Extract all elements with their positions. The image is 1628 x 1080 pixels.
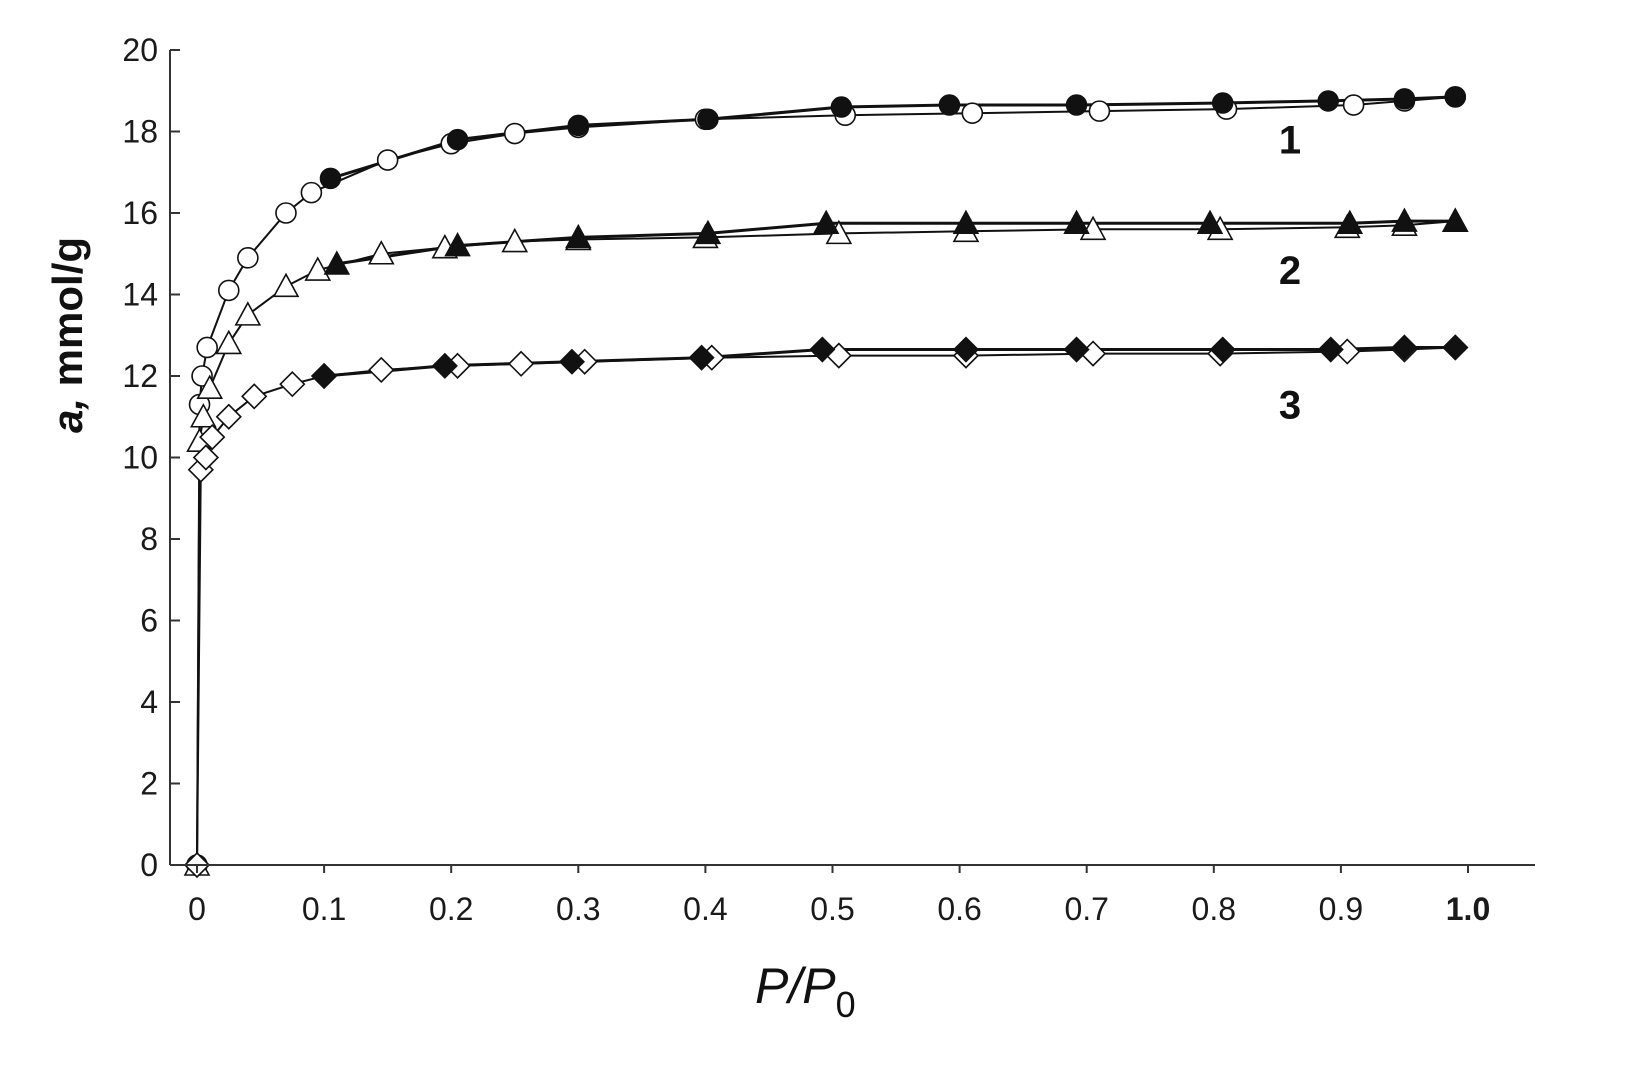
curve-2-desorption-triangle-marker [323, 250, 351, 275]
x-tick-label: 0.8 [1192, 891, 1236, 927]
y-tick-label: 2 [140, 766, 158, 802]
y-tick-label: 8 [140, 521, 158, 557]
curve-2-adsorption-triangle-marker [196, 374, 224, 400]
curve-1-desorption-circle-marker [1317, 90, 1339, 112]
curve-3-adsorption-diamond-marker [368, 356, 395, 384]
curve-2-adsorption-triangle-marker [215, 329, 243, 355]
curve-labels: 1 2 3 [1279, 119, 1301, 428]
curve-3-desorption-diamond-marker [558, 348, 586, 375]
curve-3-desorption-diamond-marker [311, 362, 338, 390]
curve-2-adsorption-triangle-marker [367, 240, 395, 265]
data-markers [183, 86, 1469, 879]
curve-3-adsorption-diamond-marker [507, 350, 535, 377]
curve-1-adsorption-circle-marker [217, 279, 240, 302]
curve-3-desorption-diamond-marker [809, 336, 836, 363]
curve-1-adsorption-circle-marker [503, 122, 526, 145]
x-axis-title: P/P0 [755, 958, 856, 1025]
curve-2-desorption-triangle-marker [694, 219, 722, 245]
curve-3-adsorption-diamond-marker [192, 444, 220, 471]
x-tick-label: 0.1 [302, 891, 346, 927]
x-tick-label: 0.2 [429, 891, 473, 927]
curve-2-adsorption-triangle-marker [190, 403, 217, 428]
x-tick-label: 0 [188, 891, 206, 927]
x-tick-label: 0.4 [683, 891, 727, 927]
curve-2-desorption-triangle-marker [1442, 207, 1469, 232]
curve-2-adsorption-triangle-marker [272, 272, 300, 298]
curve-1-desorption-circle-marker [1393, 88, 1416, 110]
curve-1-adsorption-circle-marker [1088, 100, 1111, 122]
curve-1-adsorption-circle-marker [237, 247, 259, 269]
curve-2-desorption-triangle-marker [952, 209, 980, 234]
curve-2-desorption-triangle-marker [444, 232, 471, 257]
curve-1-desorption-circle-marker [938, 94, 961, 116]
y-tick-label: 14 [122, 277, 158, 313]
curve-2-label: 2 [1279, 249, 1301, 293]
y-tick-label: 4 [140, 684, 158, 720]
curve-2-desorption-triangle-marker [1391, 207, 1418, 232]
x-axis-title-subscript: 0 [836, 984, 856, 1025]
curve-1-desorption-circle-marker [446, 128, 469, 151]
curve-3-desorption-diamond-marker [1391, 334, 1418, 361]
curve-2-desorption-triangle-marker [1196, 209, 1224, 234]
curve-2-desorption-triangle-marker [812, 209, 840, 234]
curve-3-adsorption-diamond-marker [279, 371, 306, 398]
x-tick-label: 0.9 [1319, 891, 1363, 927]
curve-3-label: 3 [1279, 384, 1301, 428]
curve-2-desorption-triangle-marker [1336, 209, 1364, 234]
y-tick-label: 18 [122, 114, 158, 150]
x-tick-label: 1.0 [1446, 891, 1490, 927]
y-tick-label: 12 [122, 358, 158, 394]
y-axis-title: a, mmol/g [44, 237, 91, 433]
curve-1-label: 1 [1279, 119, 1301, 163]
x-tick-label: 0.6 [937, 891, 981, 927]
curve-2-desorption-triangle-marker [1063, 209, 1090, 234]
curve-3-adsorption-diamond-marker [241, 383, 268, 410]
curve-1-desorption-circle-marker [1444, 86, 1467, 108]
curve-1-adsorption-circle-marker [300, 181, 323, 204]
curve-1-adsorption-circle-marker [961, 102, 984, 124]
curve-3-desorption-diamond-marker [1209, 336, 1236, 363]
curve-3-desorption-diamond-marker [1317, 336, 1344, 363]
curve-3-desorption-diamond-marker [431, 352, 458, 379]
y-tick-label: 20 [122, 32, 158, 68]
y-axis-title-symbol: a, [44, 398, 91, 433]
curve-1-desorption-circle-marker [1065, 94, 1088, 116]
x-tick-label: 0.3 [556, 891, 600, 927]
x-tick-label: 0.7 [1064, 891, 1108, 927]
curve-2-desorption-triangle-marker [565, 223, 592, 249]
curve-1-adsorption-circle-marker [376, 149, 399, 171]
x-tick-label: 0.5 [810, 891, 854, 927]
curve-1-adsorption-circle-marker [1342, 94, 1365, 116]
curve-2-adsorption-triangle-marker [234, 301, 262, 326]
curve-3-adsorption-diamond-marker [199, 423, 226, 451]
y-tick-label: 10 [122, 440, 158, 476]
curve-1-adsorption-circle-marker [196, 336, 218, 359]
y-tick-label: 6 [140, 603, 158, 639]
y-axis-title-unit: mmol/g [44, 237, 91, 398]
curve-3-desorption-diamond-marker [952, 336, 980, 363]
x-axis-title-main: P/P [755, 958, 836, 1014]
curve-1-desorption-circle-marker [319, 167, 342, 190]
curve-3-desorption-diamond-marker [1442, 334, 1469, 361]
curve-3-desorption-diamond-marker [688, 344, 715, 371]
curve-3-adsorption-diamond-marker [215, 403, 242, 430]
curve-2-adsorption-triangle-marker [501, 227, 529, 253]
curve-3-desorption-diamond-marker [1063, 336, 1090, 363]
curve-1-desorption-circle-marker [1211, 92, 1234, 114]
curve-1-adsorption-circle-marker [275, 202, 297, 224]
curve-1-desorption-circle-marker [567, 114, 590, 137]
y-tick-label: 16 [122, 195, 158, 231]
curve-1-desorption-circle-marker [830, 96, 853, 118]
curve-1-desorption-circle-marker [697, 108, 719, 131]
y-tick-label: 0 [140, 847, 158, 883]
